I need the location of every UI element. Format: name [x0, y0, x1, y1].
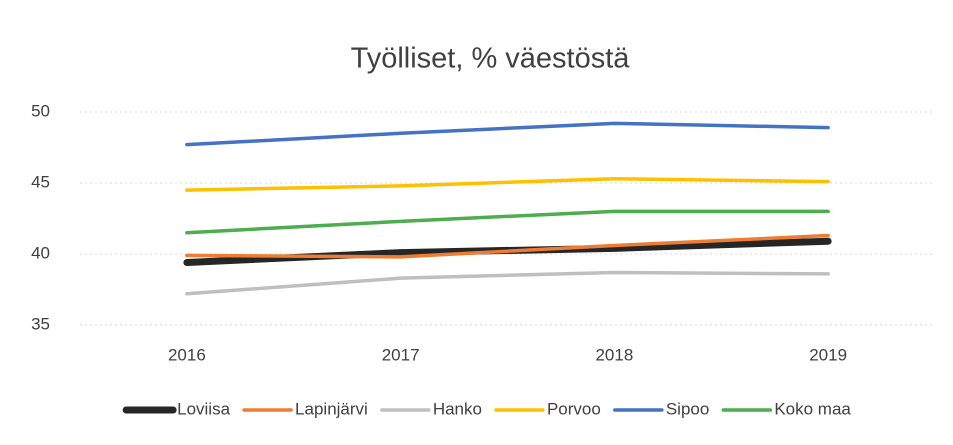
x-tick-label: 2019	[809, 345, 847, 364]
chart-title: Työlliset, % väestöstä	[351, 43, 631, 75]
legend-label: Sipoo	[666, 399, 709, 418]
line-series	[185, 209, 830, 235]
x-tick-label: 2017	[382, 345, 420, 364]
legend-label: Porvoo	[547, 399, 601, 418]
x-tick-label: 2016	[168, 345, 206, 364]
legend-label: Hanko	[433, 399, 482, 418]
legend-label: Loviisa	[177, 399, 230, 418]
legend-label: Koko maa	[774, 399, 851, 418]
line-series	[185, 176, 830, 192]
line-series	[185, 233, 830, 259]
legend-label: Lapinjärvi	[295, 399, 368, 418]
y-tick-label: 45	[31, 172, 50, 191]
y-tick-label: 35	[31, 314, 50, 333]
y-tick-label: 40	[31, 243, 50, 262]
line-series	[185, 121, 830, 147]
line-series	[185, 270, 830, 296]
y-tick-label: 50	[31, 101, 50, 120]
x-tick-label: 2018	[595, 345, 633, 364]
